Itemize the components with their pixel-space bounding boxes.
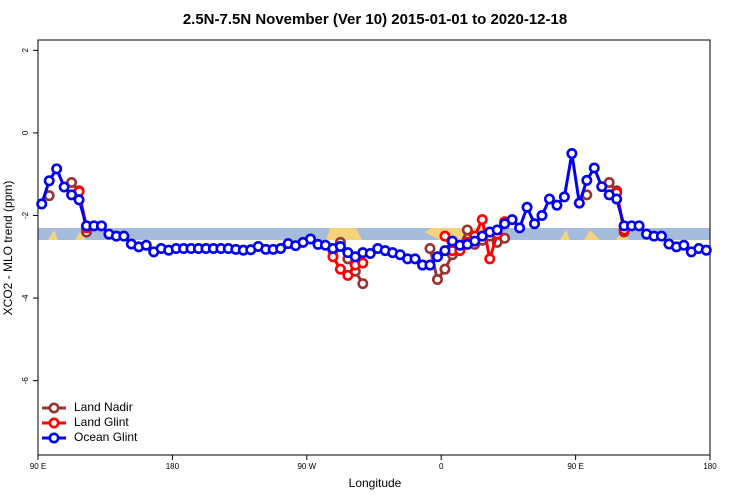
point	[529, 218, 541, 230]
point	[461, 224, 473, 236]
legend-label: Land Glint	[74, 415, 129, 429]
point	[431, 274, 443, 286]
point	[409, 253, 421, 265]
point	[573, 197, 585, 209]
legend-label: Ocean Glint	[74, 430, 138, 444]
x-tick-label: 0	[439, 462, 444, 471]
point	[364, 247, 376, 259]
point	[581, 174, 593, 186]
point	[342, 269, 354, 281]
chart-title: 2.5N-7.5N November (Ver 10) 2015-01-01 t…	[183, 11, 567, 28]
point	[334, 263, 346, 275]
point	[95, 220, 107, 232]
point	[58, 181, 70, 193]
point	[36, 198, 48, 210]
point	[596, 181, 608, 193]
point	[431, 251, 443, 263]
point	[476, 214, 488, 226]
point	[439, 230, 451, 242]
point	[469, 235, 481, 247]
point	[484, 253, 496, 265]
legend-marker	[48, 417, 60, 429]
point	[424, 259, 436, 271]
point	[514, 222, 526, 234]
point	[66, 189, 78, 201]
point	[66, 176, 78, 188]
point	[140, 239, 152, 251]
legend-label: Land Nadir	[74, 400, 133, 414]
x-tick-label: 180	[703, 462, 717, 471]
point	[118, 230, 130, 242]
x-tick-label: 90 E	[567, 462, 583, 471]
point	[73, 194, 85, 206]
point	[543, 193, 555, 205]
point	[305, 233, 317, 245]
y-tick-label: -2	[21, 211, 30, 219]
x-tick-label: 90 E	[30, 462, 46, 471]
point	[588, 162, 600, 174]
point	[566, 148, 578, 160]
y-tick-label: 2	[21, 48, 30, 53]
point	[521, 201, 533, 213]
legend-marker	[48, 432, 60, 444]
point	[558, 191, 570, 203]
y-tick-label: -4	[21, 294, 30, 302]
point	[491, 224, 503, 236]
point	[43, 175, 55, 187]
y-axis-label: XCO2 - MLO trend (ppm)	[1, 181, 15, 316]
point	[334, 240, 346, 252]
point	[439, 245, 451, 257]
point	[439, 263, 451, 275]
point	[700, 244, 712, 256]
point	[275, 243, 287, 255]
y-tick-label: 0	[21, 130, 30, 135]
x-tick-label: 90 W	[297, 462, 316, 471]
point	[357, 257, 369, 269]
point	[655, 230, 667, 242]
legend-marker	[48, 402, 60, 414]
point	[357, 278, 369, 290]
map-strip	[38, 228, 710, 240]
point	[51, 163, 63, 175]
point	[536, 209, 548, 221]
y-tick-label: -6	[21, 377, 30, 385]
x-axis-label: Longitude	[349, 476, 402, 490]
point	[506, 214, 518, 226]
point	[424, 243, 436, 255]
point	[633, 220, 645, 232]
point	[551, 199, 563, 211]
point	[678, 239, 690, 251]
point	[611, 193, 623, 205]
x-tick-label: 180	[166, 462, 180, 471]
